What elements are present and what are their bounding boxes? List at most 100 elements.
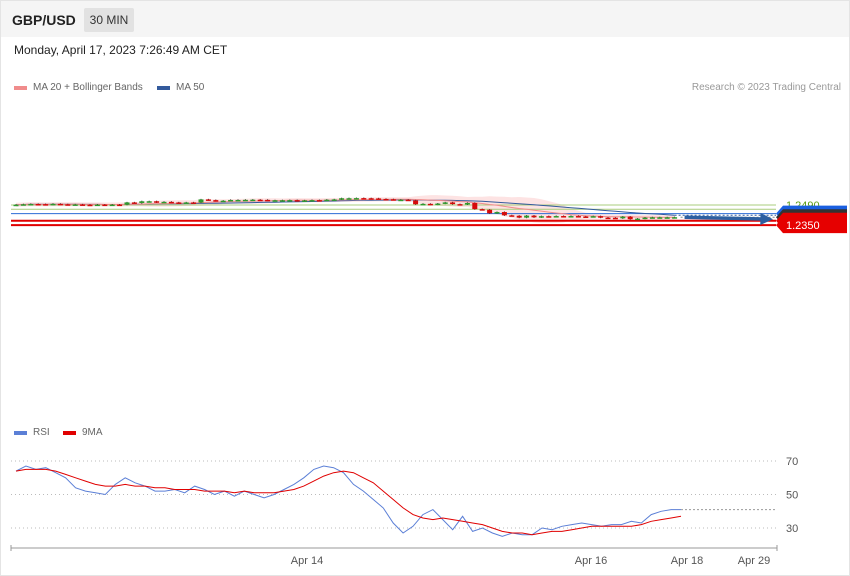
candle-body [583, 216, 589, 218]
legend-rsi-ma-label: 9MA [82, 427, 103, 438]
candle-body [635, 218, 641, 221]
candle-body [509, 215, 515, 217]
candle-body [265, 199, 271, 202]
legend-ma20-label: MA 20 + Bollinger Bands [33, 82, 143, 93]
legend-ma50-swatch [157, 85, 170, 90]
candle-body [427, 203, 433, 206]
candle-body [161, 201, 167, 204]
candle-body [43, 204, 49, 206]
candle-body [20, 204, 26, 206]
legend-ma20: MA 20 + Bollinger Bands [14, 82, 143, 93]
candle-body [657, 217, 663, 219]
candle-body [598, 216, 604, 218]
candle-body [649, 217, 655, 219]
candle-body [13, 204, 19, 207]
candle-body [50, 203, 56, 206]
candle-body [472, 202, 478, 210]
candle-body [131, 202, 137, 204]
candle-body [87, 204, 93, 207]
candle-body [80, 204, 86, 206]
candle-body [442, 202, 448, 204]
candle-body [627, 216, 633, 220]
candle-body [590, 216, 596, 218]
candle-body [94, 204, 100, 207]
candle-body [35, 203, 41, 206]
candle-body [139, 201, 145, 203]
candle-body [213, 200, 219, 202]
rsi-tick-label: 50 [786, 490, 798, 502]
candle-body [198, 199, 204, 203]
copyright: Research © 2023 Trading Central [691, 82, 841, 93]
rsi-line [15, 465, 681, 537]
candle-body [287, 200, 293, 202]
candle-body [568, 216, 574, 218]
candle-body [479, 209, 485, 211]
legend-rsi-ma-swatch [63, 430, 76, 435]
candle-body [531, 215, 537, 218]
candle-body [612, 217, 618, 220]
candle-body [664, 217, 670, 219]
candle-body [561, 216, 567, 218]
candle-body [450, 202, 456, 205]
candle-body [435, 203, 441, 206]
candle-body [642, 217, 648, 220]
candle-body [28, 203, 34, 206]
legend-rsi-ma: 9MA [63, 427, 103, 438]
timeframe-button[interactable]: 30 MIN [84, 8, 134, 32]
rsi-ma-line [15, 468, 682, 536]
x-tick-label: Apr 29 [738, 555, 770, 567]
candle-body [228, 199, 234, 202]
candle-body [672, 217, 678, 219]
candle-body [57, 203, 63, 206]
candle-body [524, 215, 530, 218]
candle-body [361, 198, 367, 200]
candle-body [420, 203, 426, 206]
candle-body [279, 200, 285, 202]
candle-body [390, 199, 396, 201]
legend-ma50: MA 50 [157, 82, 204, 93]
candle-body [65, 204, 71, 206]
candle-body [220, 200, 226, 203]
candle-body [620, 216, 626, 219]
candle-body [316, 200, 322, 202]
candle-body [205, 199, 211, 201]
rsi-tick-label: 30 [786, 523, 798, 535]
candle-body [117, 204, 123, 207]
candle-body [257, 199, 263, 202]
candle-body [538, 216, 544, 218]
candle-body [464, 202, 470, 205]
candle-body [398, 199, 404, 202]
candle-body [331, 199, 337, 201]
projection-arrow [684, 215, 768, 221]
legend-ma50-label: MA 50 [176, 82, 205, 93]
level-label: 1.2350 [786, 220, 820, 232]
candle-body [487, 209, 493, 214]
candle-body [413, 200, 419, 205]
candle-body [242, 199, 248, 202]
legend-rsi-swatch [14, 430, 27, 435]
candle-body [191, 202, 197, 204]
candle-body [516, 215, 522, 218]
candle-body [72, 204, 78, 206]
symbol-title: GBP/USD [12, 12, 76, 28]
candle-body [501, 212, 507, 216]
level-tag [776, 217, 847, 234]
candle-body [383, 198, 389, 201]
x-tick-label: Apr 18 [671, 555, 703, 567]
candle-body [353, 198, 359, 200]
candle-body [302, 200, 308, 202]
header-bar: GBP/USD 30 MIN [1, 1, 849, 37]
x-tick-label: Apr 16 [575, 555, 607, 567]
candle-body [124, 202, 130, 205]
candle-body [405, 199, 411, 202]
candle-body [546, 216, 552, 218]
candle-body [553, 216, 559, 218]
candle-body [235, 199, 241, 202]
down-arrow-icon [760, 212, 773, 226]
candle-body [605, 217, 611, 220]
candle-body [176, 202, 182, 204]
candle-body [183, 202, 189, 204]
candle-body [494, 212, 500, 214]
